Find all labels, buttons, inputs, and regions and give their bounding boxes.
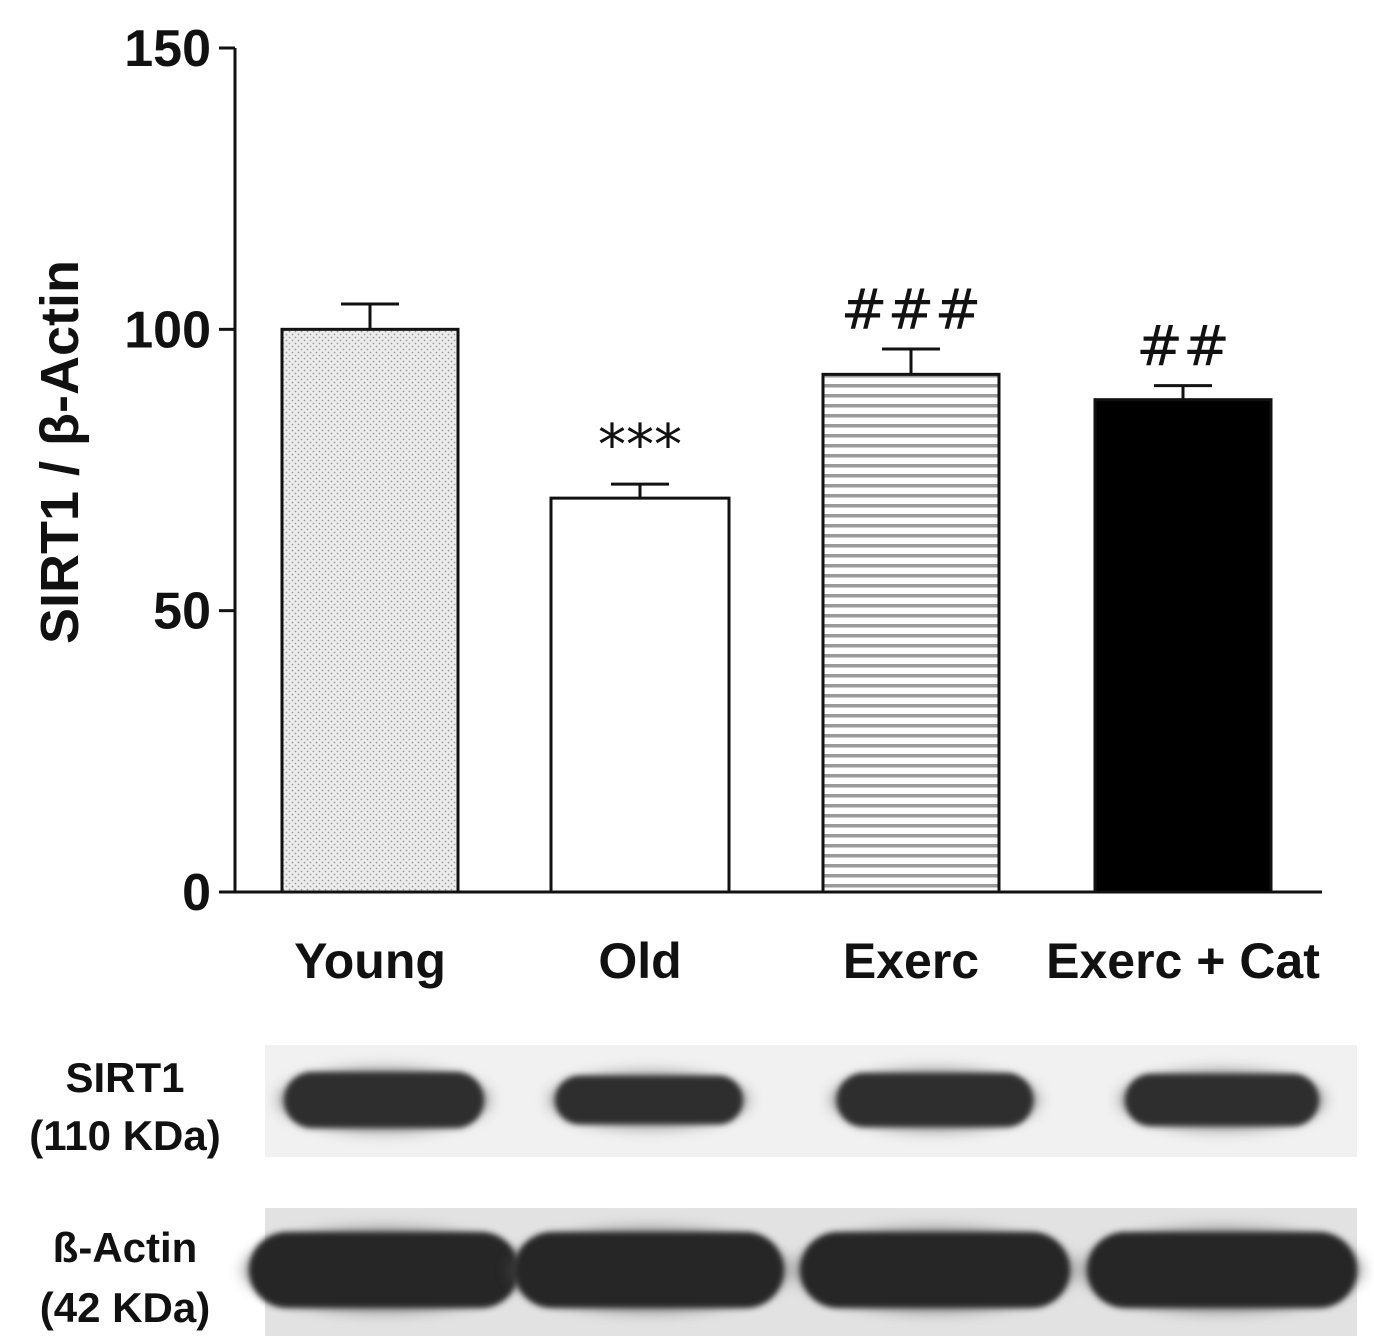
significance-marker-2: ### [841,278,982,343]
blot-band-0-2 [836,1073,1034,1127]
bar-1 [549,496,731,894]
blot-label-sirt1-size: (110 KDa) [29,1112,220,1159]
blot-band-1-2 [800,1232,1070,1308]
category-label-2: Exerc [843,933,979,989]
y-tick-label-100: 100 [124,301,211,359]
blot-label-sirt1-name: SIRT1 [65,1054,184,1101]
bar-0 [280,327,460,894]
significance-marker-1: *** [598,413,682,478]
y-tick-label-0: 0 [182,864,211,922]
error-bar-1 [611,482,669,499]
bar-2 [821,372,1001,894]
bars [280,327,1273,894]
error-bar-2 [882,347,940,375]
blot-band-0-0 [284,1072,484,1128]
error-bar-0 [341,302,399,330]
y-tick-label-50: 50 [153,583,211,641]
blot-bands-sirt1 [278,1068,1325,1132]
blot-label-actin-name: ß-Actin [53,1224,198,1271]
blot-band-1-3 [1087,1232,1357,1308]
category-label-3: Exerc + Cat [1046,933,1320,989]
blot-band-0-1 [555,1075,743,1125]
blot-label-actin-size: (42 KDa) [40,1284,210,1331]
error-bar-3 [1154,384,1212,400]
blot-band-0-3 [1125,1073,1319,1127]
y-axis-label: SIRT1 / β-Actin [30,260,90,644]
category-labels: Young Old Exerc Exerc + Cat [294,933,1320,989]
blot-actin: ß-Actin (42 KDa) [40,1208,1363,1336]
bar-3 [1093,398,1273,894]
error-bars [341,302,1212,499]
blot-sirt1: SIRT1 (110 KDa) [29,1045,1357,1159]
blot-band-1-1 [514,1232,784,1308]
y-ticks: 0 50 100 150 [124,20,235,922]
y-tick-label-150: 150 [124,20,211,78]
category-label-0: Young [294,933,446,989]
category-label-1: Old [598,933,681,989]
blot-bands-actin [243,1228,1363,1312]
significance-marker-3: ## [1136,315,1230,380]
blot-band-1-0 [249,1232,519,1308]
significance-markers: ***##### [598,278,1230,478]
